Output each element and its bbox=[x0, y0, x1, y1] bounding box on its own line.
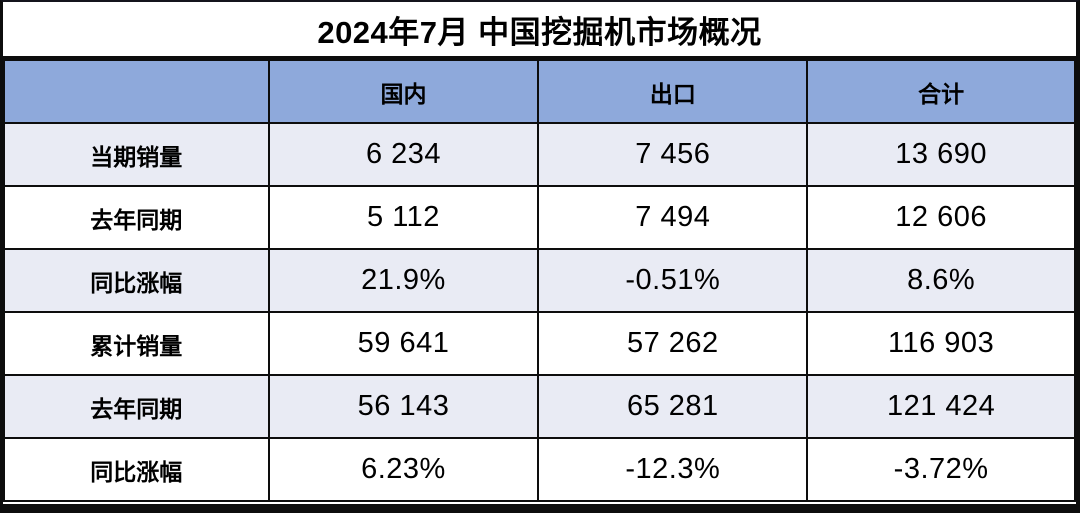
column-header-domestic: 国内 bbox=[267, 59, 540, 124]
table-row-current-sales: 当期销量 6 234 7 456 13 690 bbox=[3, 122, 1076, 187]
table-cell: 121 424 bbox=[806, 374, 1076, 439]
table-cell: 116 903 bbox=[806, 311, 1076, 376]
corner-cell bbox=[3, 59, 270, 124]
row-label: 去年同期 bbox=[3, 185, 270, 250]
row-label: 累计销量 bbox=[3, 311, 270, 376]
table-cell: 13 690 bbox=[806, 122, 1076, 187]
table-cell: 6.23% bbox=[267, 437, 540, 502]
table-cell: 56 143 bbox=[267, 374, 540, 439]
row-label: 去年同期 bbox=[3, 374, 270, 439]
table-cell: 21.9% bbox=[267, 248, 540, 313]
table-row-cumulative-sales: 累计销量 59 641 57 262 116 903 bbox=[3, 311, 1076, 376]
table-cell: -3.72% bbox=[806, 437, 1076, 502]
table-cell: 5 112 bbox=[267, 185, 540, 250]
column-header-export: 出口 bbox=[537, 59, 809, 124]
table-cell: 65 281 bbox=[537, 374, 809, 439]
table-row-yoy-change: 同比涨幅 21.9% -0.51% 8.6% bbox=[3, 248, 1076, 313]
table-row-last-year-period: 去年同期 5 112 7 494 12 606 bbox=[3, 185, 1076, 250]
table-cell: 6 234 bbox=[267, 122, 540, 187]
table-cell: 8.6% bbox=[806, 248, 1076, 313]
market-data-table: 国内 出口 合计 当期销量 6 234 7 456 13 690 去年同期 5 … bbox=[3, 59, 1076, 502]
row-label: 同比涨幅 bbox=[3, 248, 270, 313]
row-label: 同比涨幅 bbox=[3, 437, 270, 502]
table-header-row: 国内 出口 合计 bbox=[3, 59, 1076, 124]
table-row-cumulative-yoy-change: 同比涨幅 6.23% -12.3% -3.72% bbox=[3, 437, 1076, 502]
table-cell: -12.3% bbox=[537, 437, 809, 502]
column-header-total: 合计 bbox=[806, 59, 1076, 124]
table-cell: 12 606 bbox=[806, 185, 1076, 250]
row-label: 当期销量 bbox=[3, 122, 270, 187]
table-cell: -0.51% bbox=[537, 248, 809, 313]
table-cell: 59 641 bbox=[267, 311, 540, 376]
table-title: 2024年7月 中国挖掘机市场概况 bbox=[3, 2, 1076, 59]
table-cell: 7 456 bbox=[537, 122, 809, 187]
table-cell: 7 494 bbox=[537, 185, 809, 250]
table-cell: 57 262 bbox=[537, 311, 809, 376]
table-row-last-year-cumulative: 去年同期 56 143 65 281 121 424 bbox=[3, 374, 1076, 439]
